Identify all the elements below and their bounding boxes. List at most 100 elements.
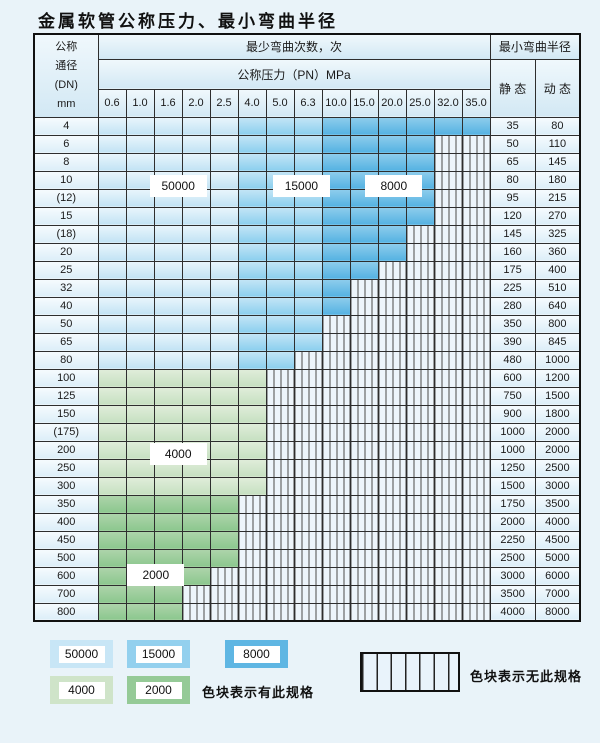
dn-header-line: (DN) [54,78,78,91]
spec-cell [153,116,183,136]
no-spec-cell [433,332,463,352]
spec-cell [209,296,239,316]
spec-cell [97,530,127,550]
spec-cell [97,332,127,352]
cycle-count-label: 8000 [365,175,423,198]
spec-cell [181,404,211,424]
no-spec-cell [349,350,379,370]
no-spec-cell [461,476,491,496]
no-spec-cell [321,404,351,424]
spec-cell [97,404,127,424]
dn-cell: (18) [33,224,99,244]
dynamic-radius-cell: 360 [534,242,581,262]
spec-cell [97,170,127,190]
pressure-col-header: 32.0 [433,88,463,118]
spec-cell [181,332,211,352]
legend-swatch-8000: 8000 [225,640,288,668]
spec-cell [97,548,127,568]
spec-cell [125,188,155,208]
spec-cell [209,260,239,280]
no-spec-cell [461,206,491,226]
spec-cell [237,170,267,190]
spec-cell [125,242,155,262]
spec-cell [125,422,155,442]
spec-cell [237,386,267,406]
no-spec-cell [349,566,379,586]
table-row: 150 900 1800 [33,404,581,424]
no-spec-cell [237,566,267,586]
static-radius-cell: 3500 [489,584,536,604]
dynamic-radius-cell: 640 [534,296,581,316]
spec-cell [293,116,323,136]
spec-cell [209,170,239,190]
page-title: 金属软管公称压力、最小弯曲半径 [38,12,338,31]
spec-cell [237,260,267,280]
spec-cell [293,314,323,334]
dn-cell: 25 [33,260,99,280]
dynamic-radius-cell: 215 [534,188,581,208]
spec-cell [181,206,211,226]
no-spec-cell [433,314,463,334]
dn-cell: 600 [33,566,99,586]
spec-cell [349,242,379,262]
spec-cell [265,314,295,334]
spec-cell [97,476,127,496]
no-spec-cell [349,440,379,460]
spec-cell [349,152,379,172]
spec-cell [153,296,183,316]
table-row: (175) 1000 2000 [33,422,581,442]
no-spec-cell [349,422,379,442]
table-row: 500 2500 5000 [33,548,581,568]
no-spec-cell [265,512,295,532]
no-spec-cell [433,494,463,514]
no-spec-cell [349,278,379,298]
spec-cell [181,152,211,172]
pressure-col-header: 0.6 [97,88,127,118]
spec-cell [209,494,239,514]
no-spec-cell [265,440,295,460]
spec-cell [209,224,239,244]
spec-cell [97,422,127,442]
no-spec-cell [433,368,463,388]
spec-cell [377,116,407,136]
no-spec-cell [377,530,407,550]
static-radius-cell: 3000 [489,566,536,586]
spec-cell [405,206,435,226]
spec-cell [265,350,295,370]
spec-cell [237,224,267,244]
no-spec-cell [321,314,351,334]
spec-cell [125,152,155,172]
dynamic-radius-cell: 180 [534,170,581,190]
no-spec-cell [461,386,491,406]
spec-cell [209,512,239,532]
no-spec-cell [237,602,267,622]
spec-cell [209,530,239,550]
no-spec-cell [349,548,379,568]
dn-cell: 65 [33,332,99,352]
dn-cell: 350 [33,494,99,514]
no-spec-cell [321,332,351,352]
pressure-col-header: 5.0 [265,88,295,118]
spec-cell [97,224,127,244]
spec-cell [125,368,155,388]
no-spec-cell [349,296,379,316]
no-spec-cell [377,404,407,424]
static-radius-cell: 145 [489,224,536,244]
spec-cell [125,314,155,334]
dynamic-radius-cell: 1200 [534,368,581,388]
no-spec-cell [377,494,407,514]
pressure-col-header: 2.5 [209,88,239,118]
no-spec-cell [461,224,491,244]
spec-cell [153,368,183,388]
no-spec-cell [405,440,435,460]
no-spec-cell [377,584,407,604]
no-spec-cell [349,314,379,334]
dynamic-radius-cell: 1500 [534,386,581,406]
static-radius-cell: 1250 [489,458,536,478]
no-spec-cell [349,602,379,622]
no-spec-cell [377,386,407,406]
spec-cell [181,512,211,532]
spec-cell [125,584,155,604]
no-spec-cell [293,602,323,622]
no-spec-cell [293,386,323,406]
